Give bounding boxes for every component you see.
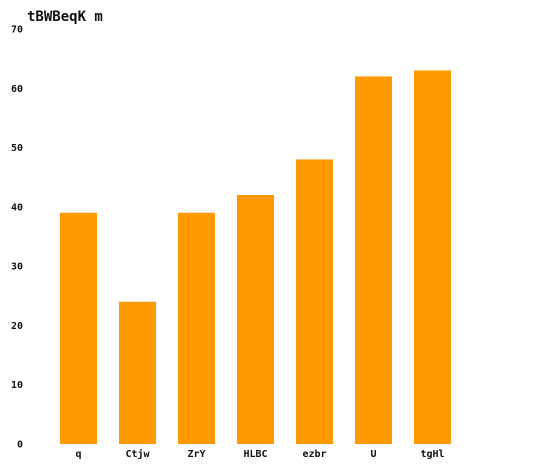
y-tick-label: 0 <box>17 440 23 451</box>
y-tick-label: 30 <box>11 262 23 273</box>
y-tick-label: 50 <box>11 143 23 154</box>
x-tick-label: ezbr <box>302 449 326 460</box>
y-tick-label: 10 <box>11 380 23 391</box>
y-tick-label: 70 <box>11 25 23 36</box>
chart-title: tBWBeqK m <box>27 9 103 25</box>
y-tick-label: 40 <box>11 202 23 213</box>
x-tick-label: U <box>370 449 376 460</box>
bar <box>296 159 333 444</box>
y-tick-label: 60 <box>11 84 23 95</box>
bars <box>60 71 451 445</box>
bar <box>237 195 274 444</box>
y-axis: 0 10 20 30 40 50 60 70 <box>11 25 23 451</box>
bar <box>355 76 392 444</box>
bar <box>60 213 97 444</box>
x-tick-label: Ctjw <box>125 448 150 460</box>
bar <box>414 71 451 445</box>
x-tick-label: ZrY <box>187 449 205 460</box>
x-tick-label: tgHl <box>420 449 444 460</box>
x-tick-label: q <box>75 449 81 460</box>
bar <box>119 302 156 444</box>
x-tick-label: HLBC <box>243 449 267 460</box>
bar <box>178 213 215 444</box>
y-tick-label: 20 <box>11 321 23 332</box>
